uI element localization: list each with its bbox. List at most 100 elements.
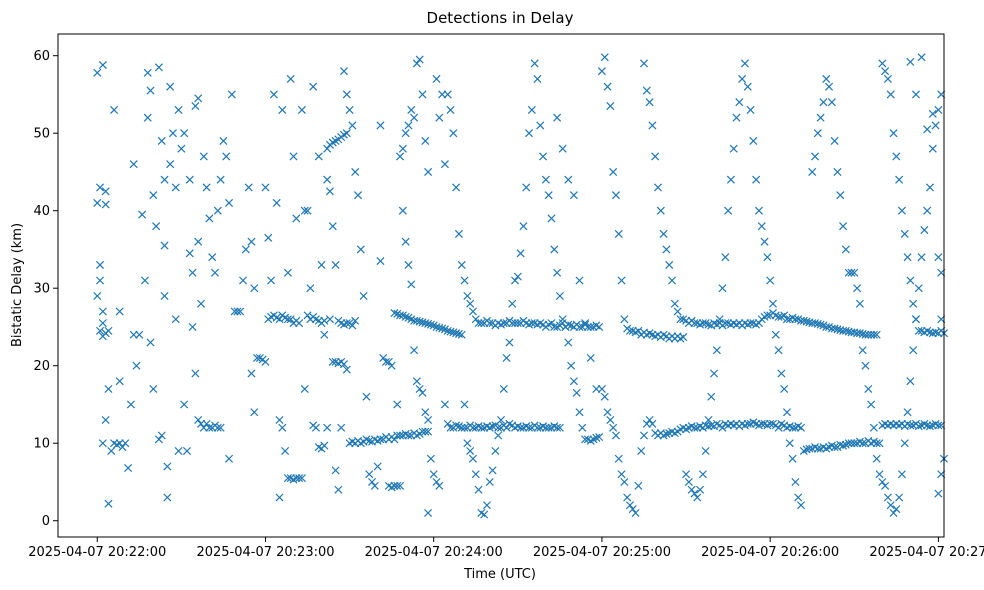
data-point-marker — [637, 446, 646, 455]
data-point-marker — [146, 86, 155, 95]
data-point-marker — [339, 360, 349, 369]
data-point-marker — [202, 419, 211, 428]
data-point-marker — [101, 200, 110, 209]
data-point-marker — [872, 330, 881, 339]
data-point-marker — [415, 384, 424, 393]
data-point-marker — [721, 253, 730, 262]
data-point-marker — [196, 299, 206, 308]
data-point-marker — [796, 423, 806, 432]
data-point-marker — [210, 268, 220, 277]
data-point-marker — [188, 268, 197, 277]
data-point-marker — [735, 98, 744, 107]
data-point-marker — [320, 316, 329, 325]
data-point-marker — [250, 408, 259, 417]
data-point-marker — [194, 415, 203, 424]
data-point-marker — [914, 422, 923, 431]
data-point-marker — [373, 462, 382, 471]
data-point-marker — [342, 90, 351, 99]
data-point-marker — [157, 136, 166, 145]
data-point-marker — [376, 257, 385, 266]
data-point-marker — [300, 384, 309, 393]
data-point-marker — [281, 446, 290, 455]
data-point-marker — [525, 129, 534, 138]
data-point-marker — [488, 466, 497, 475]
data-point-marker — [878, 477, 887, 486]
data-point-marker — [452, 183, 461, 192]
data-point-marker — [328, 222, 337, 231]
data-point-marker — [468, 307, 477, 316]
data-point-marker — [645, 98, 654, 107]
data-point-marker — [331, 260, 340, 269]
data-point-marker — [864, 384, 873, 393]
data-point-marker — [98, 307, 107, 316]
data-point-marker — [881, 481, 890, 490]
data-point-marker — [533, 74, 542, 83]
data-point-marker — [617, 276, 626, 285]
y-tick-label: 10 — [33, 437, 50, 452]
data-point-marker — [233, 307, 242, 316]
data-point-marker — [376, 121, 385, 130]
data-point-marker — [393, 481, 402, 490]
data-point-marker — [836, 191, 845, 200]
data-point-marker — [917, 53, 926, 62]
data-point-marker — [724, 206, 733, 215]
data-point-marker — [432, 477, 441, 486]
data-point-marker — [247, 237, 256, 246]
data-point-marker — [384, 357, 393, 366]
data-point-marker — [325, 315, 334, 324]
data-point-marker — [396, 481, 405, 490]
data-point-marker — [424, 167, 433, 176]
data-point-marker — [934, 253, 943, 262]
data-point-marker — [166, 160, 175, 169]
data-point-marker — [300, 206, 309, 215]
x-tick-label: 2025-04-07 20:24:00 — [365, 545, 503, 560]
data-point-marker — [410, 113, 419, 122]
data-point-marker — [272, 198, 281, 207]
x-axis: 2025-04-07 20:22:00 2025-04-07 20:23:00 20… — [28, 537, 984, 560]
data-point-marker — [236, 307, 245, 316]
data-point-marker — [642, 86, 651, 95]
data-point-marker — [166, 82, 175, 91]
data-point-marker — [205, 423, 214, 432]
data-point-marker — [404, 121, 413, 130]
data-point-marker — [564, 338, 573, 347]
data-point-marker — [126, 400, 135, 409]
data-point-marker — [575, 276, 584, 285]
data-point-marker — [771, 330, 780, 339]
data-point-marker — [244, 183, 253, 192]
data-point-marker — [740, 59, 749, 68]
data-point-marker — [264, 233, 273, 242]
data-point-marker — [457, 260, 466, 269]
data-point-marker — [213, 206, 222, 215]
data-point-marker — [892, 505, 901, 514]
data-point-marker — [485, 319, 494, 328]
data-point-marker — [606, 415, 615, 424]
data-point-marker — [485, 477, 494, 486]
data-point-marker — [505, 338, 514, 347]
data-point-marker — [325, 187, 334, 196]
data-point-marker — [477, 319, 486, 328]
data-point-marker — [157, 431, 166, 440]
data-point-marker — [426, 454, 435, 463]
data-point-marker — [303, 311, 312, 320]
data-point-marker — [752, 175, 761, 184]
data-point-marker — [508, 299, 517, 308]
data-point-marker — [404, 260, 413, 269]
data-point-marker — [96, 183, 105, 192]
data-point-marker — [875, 439, 884, 448]
data-point-marker — [132, 361, 141, 370]
data-point-marker — [906, 276, 915, 285]
data-point-marker — [311, 423, 320, 432]
data-point-marker — [160, 241, 169, 250]
data-point-marker — [199, 152, 208, 161]
data-point-marker — [858, 439, 867, 448]
data-point-marker — [191, 369, 200, 378]
data-point-marker — [365, 470, 374, 479]
data-point-marker — [710, 369, 719, 378]
data-point-marker — [617, 470, 626, 479]
data-point-marker — [743, 82, 752, 91]
data-point-marker — [460, 423, 469, 432]
data-point-marker — [925, 183, 935, 192]
data-point-marker — [101, 415, 110, 424]
